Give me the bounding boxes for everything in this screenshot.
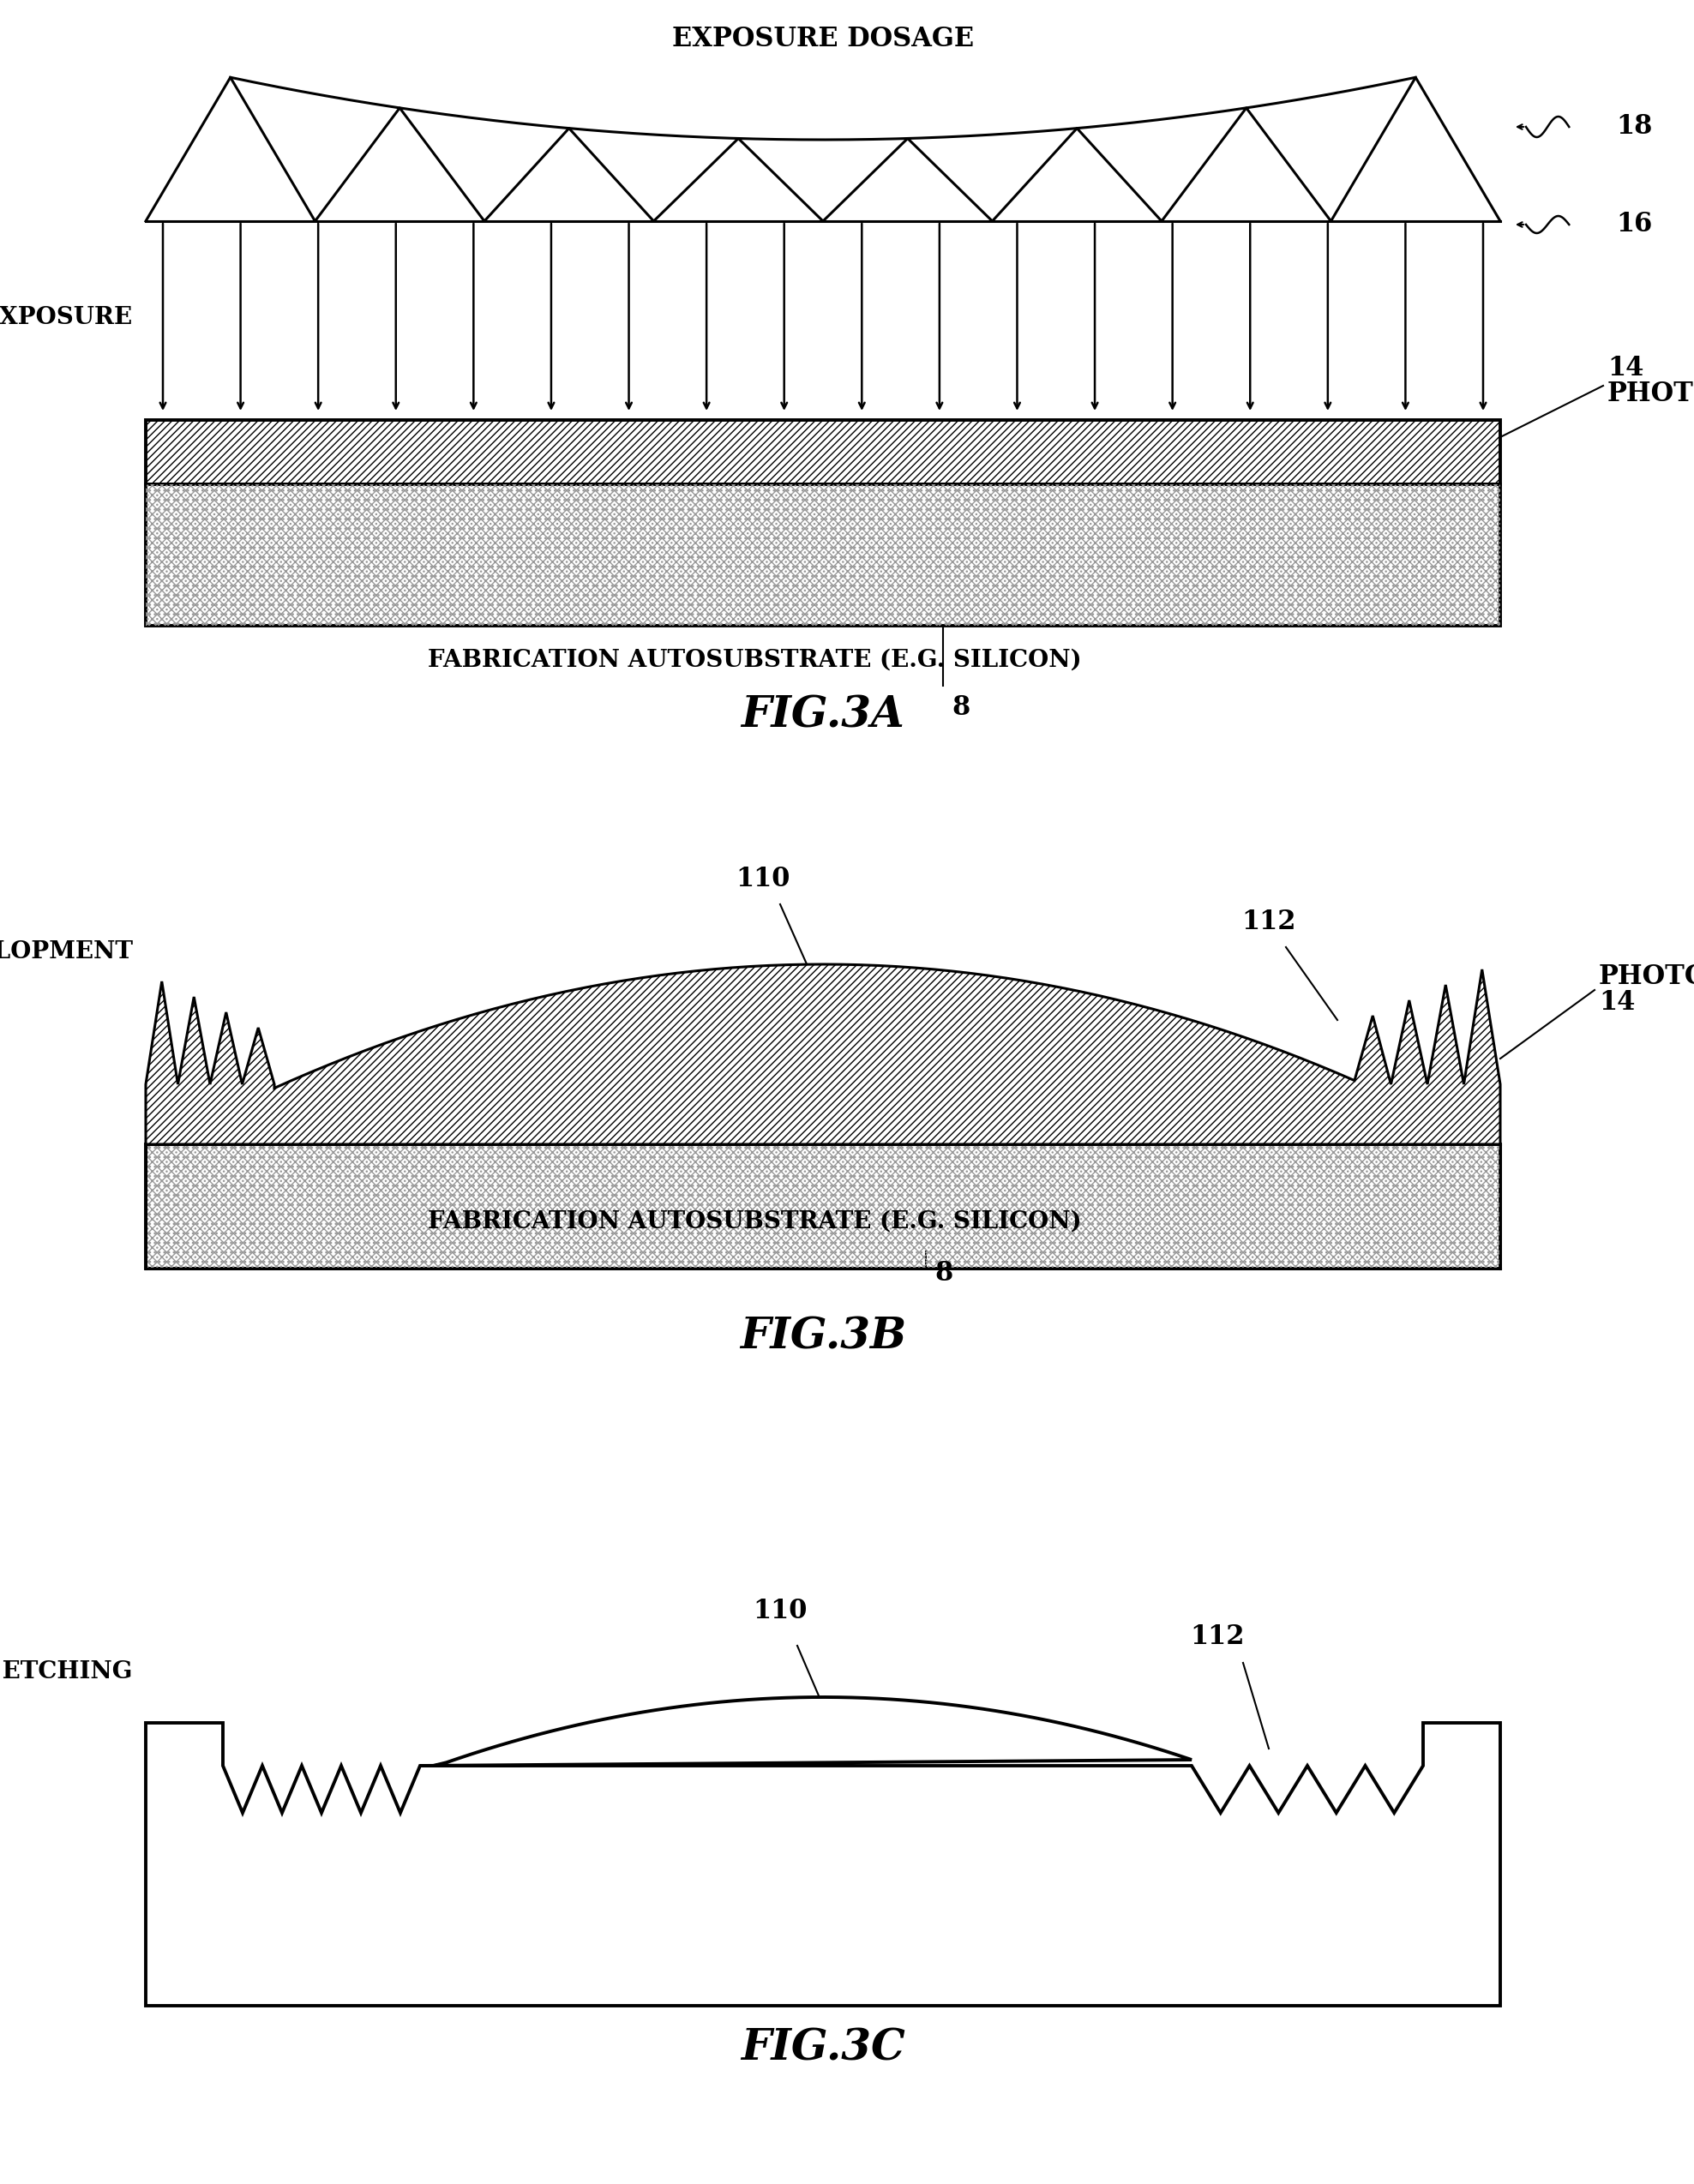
Text: 8: 8 [952, 695, 969, 721]
Bar [146, 1144, 1501, 1269]
Bar [146, 419, 1501, 485]
Text: EXPOSURE: EXPOSURE [0, 306, 132, 330]
Text: FIG.3B: FIG.3B [740, 1317, 906, 1358]
Text: FABRICATION AUTOSUBSTRATE (E.G. SILICON): FABRICATION AUTOSUBSTRATE (E.G. SILICON) [427, 649, 1081, 670]
Bar [146, 485, 1501, 625]
Polygon shape [146, 1697, 1501, 2005]
Text: FIG.3A: FIG.3A [742, 695, 905, 736]
Text: 14: 14 [1608, 356, 1643, 382]
Text: EXPOSURE DOSAGE: EXPOSURE DOSAGE [673, 26, 974, 52]
Text: AFTER TRANSFER ETCHING: AFTER TRANSFER ETCHING [0, 1660, 132, 1684]
Polygon shape [146, 965, 1501, 1144]
Text: 18: 18 [1616, 114, 1653, 140]
Text: 16: 16 [1616, 212, 1652, 238]
Text: 8: 8 [935, 1260, 952, 1286]
Bar [146, 485, 1501, 625]
Text: AFTER RESIST DEVELOPMENT: AFTER RESIST DEVELOPMENT [0, 939, 132, 963]
Text: 110: 110 [752, 1599, 808, 1625]
Text: COMPLETED FRESNEL LENS PROFILE: COMPLETED FRESNEL LENS PROFILE [562, 1874, 1084, 1898]
Bar [146, 1144, 1501, 1269]
Text: 14: 14 [1599, 989, 1635, 1016]
Text: 112: 112 [1242, 909, 1296, 935]
Text: PHOTORESIST: PHOTORESIST [1608, 380, 1694, 408]
Text: 110: 110 [735, 865, 789, 891]
Text: FABRICATION AUTOSUBSTRATE (E.G. SILICON): FABRICATION AUTOSUBSTRATE (E.G. SILICON) [427, 1210, 1081, 1234]
Text: 112: 112 [1191, 1625, 1245, 1651]
Text: FIG.3C: FIG.3C [740, 2027, 905, 2070]
Bar [146, 419, 1501, 485]
Text: PHOTORESIST: PHOTORESIST [1599, 963, 1694, 989]
